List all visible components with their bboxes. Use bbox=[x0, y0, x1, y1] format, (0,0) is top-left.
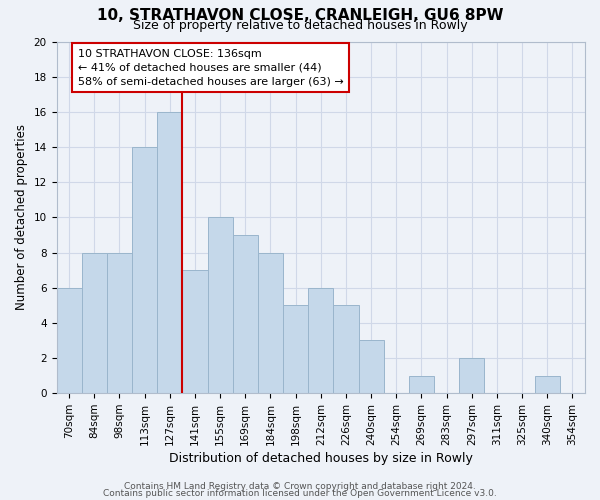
Bar bbox=[459, 358, 484, 393]
Bar bbox=[359, 340, 383, 393]
Text: 10, STRATHAVON CLOSE, CRANLEIGH, GU6 8PW: 10, STRATHAVON CLOSE, CRANLEIGH, GU6 8PW bbox=[97, 8, 503, 22]
Bar bbox=[208, 218, 233, 393]
Bar bbox=[409, 376, 434, 393]
Text: 10 STRATHAVON CLOSE: 136sqm
← 41% of detached houses are smaller (44)
58% of sem: 10 STRATHAVON CLOSE: 136sqm ← 41% of det… bbox=[77, 48, 343, 86]
Bar bbox=[56, 288, 82, 393]
X-axis label: Distribution of detached houses by size in Rowly: Distribution of detached houses by size … bbox=[169, 452, 473, 465]
Y-axis label: Number of detached properties: Number of detached properties bbox=[15, 124, 28, 310]
Bar bbox=[82, 252, 107, 393]
Bar bbox=[308, 288, 334, 393]
Bar bbox=[283, 306, 308, 393]
Bar bbox=[132, 147, 157, 393]
Bar bbox=[258, 252, 283, 393]
Bar bbox=[157, 112, 182, 393]
Text: Contains public sector information licensed under the Open Government Licence v3: Contains public sector information licen… bbox=[103, 489, 497, 498]
Text: Contains HM Land Registry data © Crown copyright and database right 2024.: Contains HM Land Registry data © Crown c… bbox=[124, 482, 476, 491]
Bar bbox=[233, 235, 258, 393]
Bar bbox=[107, 252, 132, 393]
Bar bbox=[182, 270, 208, 393]
Text: Size of property relative to detached houses in Rowly: Size of property relative to detached ho… bbox=[133, 18, 467, 32]
Bar bbox=[334, 306, 359, 393]
Bar bbox=[535, 376, 560, 393]
